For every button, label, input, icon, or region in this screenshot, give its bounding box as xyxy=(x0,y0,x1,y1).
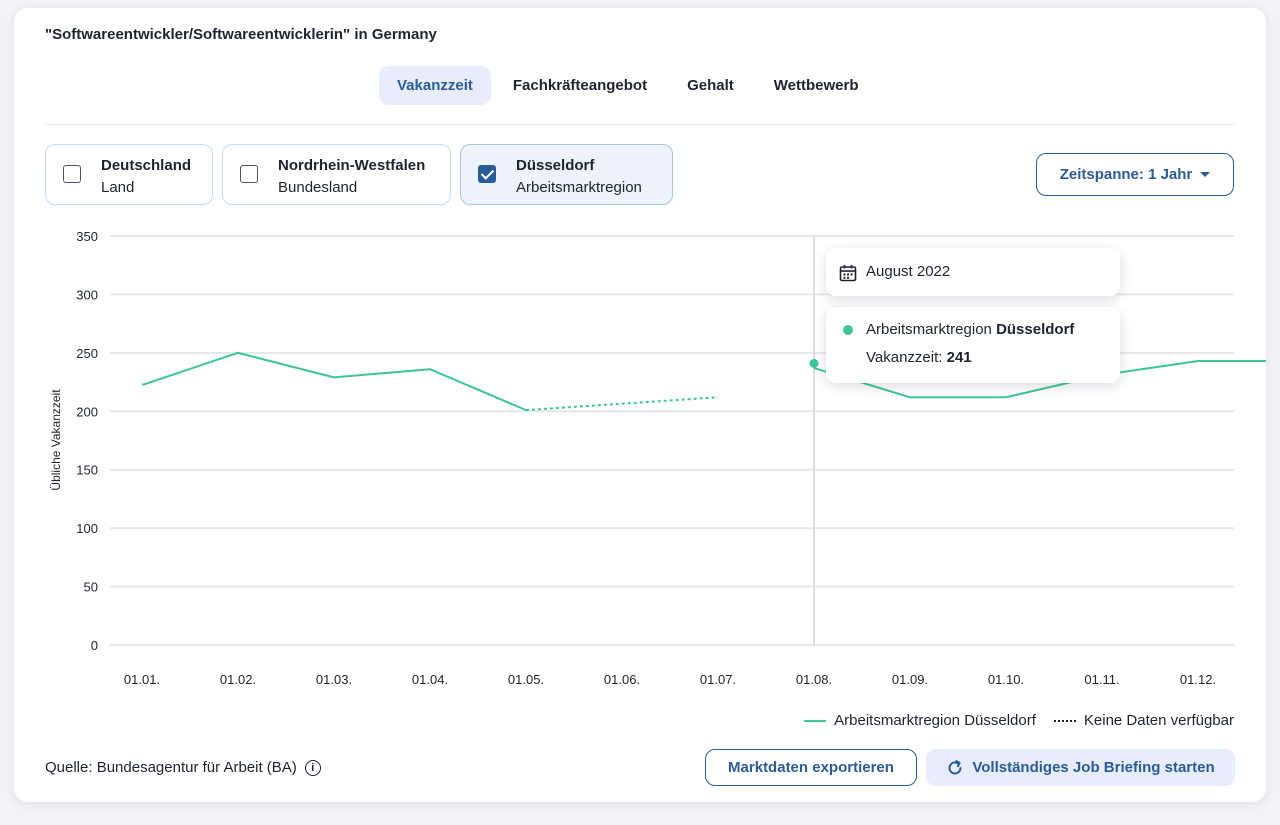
y-tick-label: 250 xyxy=(76,346,98,361)
y-axis-label: Übliche Vakanzzeit xyxy=(49,389,63,491)
tab-wettbewerb[interactable]: Wettbewerb xyxy=(773,77,859,94)
calendar-icon xyxy=(839,265,857,282)
legend-solid-label: Arbeitsmarktregion Düsseldorf xyxy=(834,712,1036,729)
tab-vakanzzeit[interactable]: Vakanzzeit xyxy=(379,66,491,105)
tab-fachkraefteangebot[interactable]: Fachkräfteangebot xyxy=(512,77,648,94)
region-type: Bundesland xyxy=(278,179,358,196)
series-dot-icon xyxy=(843,325,853,335)
y-tick-label: 300 xyxy=(76,287,98,302)
checkbox-deutschland[interactable] xyxy=(63,165,81,183)
legend-solid-line-icon xyxy=(804,719,827,722)
y-tick-label: 350 xyxy=(76,229,98,244)
checkbox-duesseldorf[interactable] xyxy=(478,165,496,183)
region-name: Düsseldorf xyxy=(516,157,595,174)
series-line-segment xyxy=(813,360,1266,399)
region-card-deutschland[interactable]: Deutschland Land xyxy=(45,144,213,205)
job-briefing-button[interactable]: Vollständiges Job Briefing starten xyxy=(926,749,1235,786)
x-tick-label: 01.01. xyxy=(124,672,160,687)
x-tick-label: 01.07. xyxy=(700,672,736,687)
y-tick-label: 50 xyxy=(84,580,98,595)
tab-bar: Vakanzzeit Fachkräfteangebot Gehalt Wett… xyxy=(379,66,877,105)
series-line-segment xyxy=(142,351,527,412)
x-tick-label: 01.03. xyxy=(316,672,352,687)
export-button[interactable]: Marktdaten exportieren xyxy=(705,749,917,786)
tooltip-series: Arbeitsmarktregion Düsseldorf xyxy=(866,321,1074,338)
region-name: Nordrhein-Westfalen xyxy=(278,157,426,174)
refresh-icon xyxy=(948,759,962,774)
region-name: Deutschland xyxy=(101,157,192,174)
caret-down-icon xyxy=(1200,172,1211,177)
divider xyxy=(45,124,1235,125)
region-card-duesseldorf[interactable]: Düsseldorf Arbeitsmarktregion xyxy=(460,144,673,205)
x-tick-label: 01.05. xyxy=(508,672,544,687)
tooltip-metric: Vakanzzeit: 241 xyxy=(866,349,972,366)
y-tick-label: 150 xyxy=(76,463,98,478)
x-tick-label: 01.04. xyxy=(412,672,448,687)
x-tick-label: 01.11. xyxy=(1084,672,1119,687)
tooltip-series-prefix: Arbeitsmarktregion xyxy=(866,321,992,338)
region-card-nrw[interactable]: Nordrhein-Westfalen Bundesland xyxy=(222,144,451,205)
x-tick-label: 01.08. xyxy=(796,672,832,687)
no-data-dashed-line xyxy=(525,396,719,412)
job-briefing-label: Vollständiges Job Briefing starten xyxy=(972,759,1215,776)
x-tick-label: 01.06. xyxy=(604,672,640,687)
source-note: Quelle: Bundesagentur für Arbeit (BA) i xyxy=(45,759,321,776)
timespan-label: Zeitspanne: 1 Jahr xyxy=(1059,166,1193,183)
tooltip-value: Arbeitsmarktregion Düsseldorf Vakanzzeit… xyxy=(826,307,1120,383)
tooltip-series-region: Düsseldorf xyxy=(996,321,1075,338)
page-title: "Softwareentwickler/Softwareentwicklerin… xyxy=(45,26,437,43)
tooltip-date-text: August 2022 xyxy=(866,263,951,280)
region-type: Arbeitsmarktregion xyxy=(516,179,642,196)
x-tick-label: 01.10. xyxy=(988,672,1024,687)
tooltip-date: August 2022 xyxy=(826,248,1120,296)
legend-dashed-line-icon xyxy=(1053,719,1076,722)
x-tick-label: 01.02. xyxy=(220,672,256,687)
y-tick-label: 100 xyxy=(76,521,98,536)
tab-gehalt[interactable]: Gehalt xyxy=(687,77,734,94)
tooltip-value-label: Vakanzzeit: xyxy=(866,349,943,366)
checkbox-nrw[interactable] xyxy=(240,165,258,183)
vacancy-card: "Softwareentwickler/Softwareentwicklerin… xyxy=(14,8,1266,802)
export-button-label: Marktdaten exportieren xyxy=(728,759,894,776)
timespan-dropdown[interactable]: Zeitspanne: 1 Jahr xyxy=(1036,153,1234,196)
y-tick-label: 200 xyxy=(76,404,98,419)
x-tick-label: 01.12. xyxy=(1180,672,1216,687)
source-text: Quelle: Bundesagentur für Arbeit (BA) xyxy=(45,759,297,776)
chart-legend: Arbeitsmarktregion Düsseldorf Keine Date… xyxy=(804,712,1234,729)
region-type: Land xyxy=(101,179,135,196)
info-icon[interactable]: i xyxy=(304,759,321,776)
x-tick-label: 01.09. xyxy=(892,672,928,687)
tooltip-value-number: 241 xyxy=(946,349,972,366)
highlight-point xyxy=(809,358,819,368)
legend-dashed-label: Keine Daten verfügbar xyxy=(1083,712,1234,729)
y-tick-label: 0 xyxy=(91,638,98,653)
